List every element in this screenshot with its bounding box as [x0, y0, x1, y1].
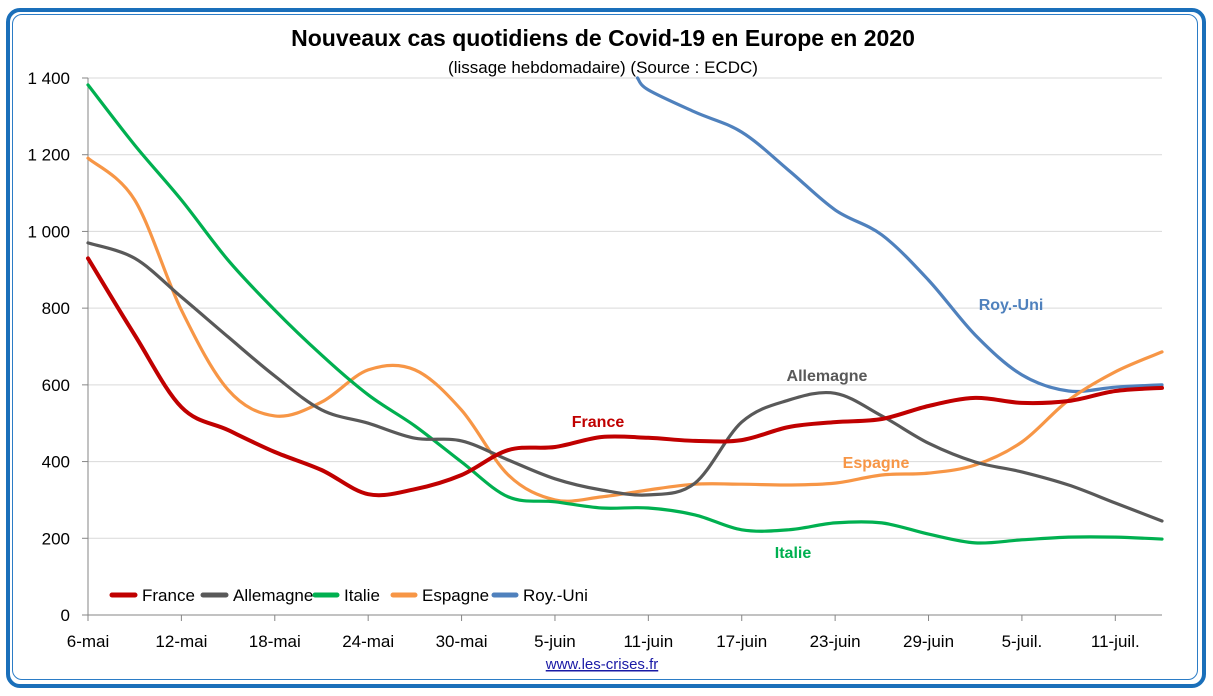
- x-tick-label: 12-mai: [155, 632, 207, 651]
- legend-item-italie: Italie: [312, 586, 380, 605]
- x-axis-ticks: 6-mai 12-mai 18-mai 24-mai 30-mai 5-juin 11-ju…: [67, 615, 1140, 651]
- series-label-italie: Italie: [775, 545, 812, 562]
- series-line-espagne: [86, 156, 1164, 503]
- legend-label-roy-uni: Roy.-Uni: [523, 586, 588, 605]
- series-lines: [86, 76, 1164, 545]
- chart-title: Nouveaux cas quotidiens de Covid-19 en E…: [291, 25, 915, 51]
- y-tick-label: 1 000: [27, 222, 70, 241]
- x-tick-label: 6-mai: [67, 632, 110, 651]
- series-label-roy-uni: Roy.-Uni: [979, 297, 1044, 314]
- y-tick-label: 600: [42, 376, 70, 395]
- x-tick-label: 23-juin: [810, 632, 861, 651]
- legend-label-allemagne: Allemagne: [233, 586, 313, 605]
- legend-label-france: France: [142, 586, 195, 605]
- legend-label-italie: Italie: [344, 586, 380, 605]
- y-tick-label: 200: [42, 529, 70, 548]
- x-tick-label: 18-mai: [249, 632, 301, 651]
- source-link[interactable]: www.les-crises.fr: [545, 656, 659, 673]
- y-tick-label: 1 400: [27, 69, 70, 88]
- series-line-allemagne: [86, 241, 1164, 523]
- legend: France Allemagne Italie Espagne Roy.-Uni: [109, 586, 588, 605]
- axes: [82, 78, 1162, 616]
- x-tick-label: 11-juin: [623, 632, 673, 651]
- chart-subtitle: (lissage hebdomadaire) (Source : ECDC): [448, 58, 758, 77]
- y-axis-ticks: 0 200 400 600 800 1 000 1 200 1 400: [27, 69, 88, 625]
- legend-item-roy-uni: Roy.-Uni: [491, 586, 588, 605]
- series-line-france: [86, 256, 1164, 498]
- series-line-italie: [86, 83, 1164, 545]
- series-line-roy-uni: [635, 76, 1164, 394]
- series-label-allemagne: Allemagne: [787, 368, 868, 385]
- x-tick-label: 24-mai: [342, 632, 394, 651]
- y-tick-label: 0: [61, 606, 70, 625]
- x-tick-label: 5-juil.: [1002, 632, 1043, 651]
- legend-item-france: France: [109, 586, 195, 605]
- x-tick-label: 5-juin: [534, 632, 576, 651]
- legend-label-espagne: Espagne: [422, 586, 489, 605]
- x-tick-label: 29-juin: [903, 632, 954, 651]
- y-tick-label: 1 200: [27, 146, 70, 165]
- x-tick-label: 11-juil.: [1091, 632, 1140, 651]
- x-tick-label: 30-mai: [436, 632, 488, 651]
- y-tick-label: 800: [42, 299, 70, 318]
- legend-item-allemagne: Allemagne: [200, 586, 313, 605]
- chart-frame-outer: [6, 8, 1206, 688]
- x-tick-label: 17-juin: [716, 632, 767, 651]
- series-label-france: France: [572, 414, 625, 431]
- legend-item-espagne: Espagne: [390, 586, 489, 605]
- chart-frame-inner: [12, 14, 1198, 680]
- y-tick-label: 400: [42, 453, 70, 472]
- series-label-espagne: Espagne: [843, 455, 910, 472]
